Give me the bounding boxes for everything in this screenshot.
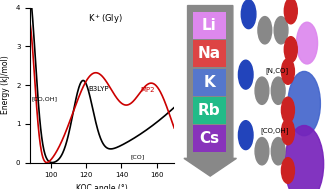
- Circle shape: [239, 121, 253, 150]
- Text: Li: Li: [202, 18, 216, 33]
- Text: K$^+$(Gly): K$^+$(Gly): [88, 12, 122, 26]
- Circle shape: [239, 60, 253, 89]
- Circle shape: [281, 158, 294, 183]
- Circle shape: [281, 97, 294, 123]
- Circle shape: [271, 77, 285, 104]
- Circle shape: [241, 0, 256, 29]
- FancyArrow shape: [184, 5, 237, 176]
- Text: Cs: Cs: [199, 132, 219, 146]
- Text: [CO,OH]: [CO,OH]: [260, 128, 288, 134]
- Text: [CO,OH]: [CO,OH]: [31, 97, 57, 101]
- Text: MP2: MP2: [141, 87, 155, 93]
- Circle shape: [296, 22, 318, 64]
- Y-axis label: Energy (kJ/mol): Energy (kJ/mol): [1, 56, 10, 114]
- Text: [CO]: [CO]: [130, 154, 144, 159]
- Circle shape: [284, 0, 297, 24]
- FancyBboxPatch shape: [193, 125, 226, 153]
- FancyBboxPatch shape: [193, 40, 226, 67]
- Text: Na: Na: [198, 46, 221, 61]
- FancyBboxPatch shape: [193, 12, 226, 39]
- Circle shape: [281, 119, 294, 145]
- Circle shape: [255, 77, 269, 104]
- Circle shape: [258, 17, 272, 44]
- Text: B3LYP: B3LYP: [88, 86, 109, 92]
- Text: [CO]: [CO]: [266, 188, 282, 189]
- X-axis label: KOC angle (°): KOC angle (°): [76, 184, 128, 189]
- Circle shape: [255, 138, 269, 165]
- Circle shape: [284, 37, 297, 62]
- Text: K: K: [203, 75, 215, 90]
- FancyBboxPatch shape: [193, 69, 226, 96]
- Circle shape: [271, 138, 285, 165]
- FancyBboxPatch shape: [193, 97, 226, 124]
- Text: [N,CO]: [N,CO]: [265, 67, 288, 74]
- Text: Rb: Rb: [198, 103, 220, 118]
- Circle shape: [281, 59, 294, 84]
- Circle shape: [288, 71, 320, 136]
- Circle shape: [274, 17, 288, 44]
- Circle shape: [285, 125, 324, 189]
